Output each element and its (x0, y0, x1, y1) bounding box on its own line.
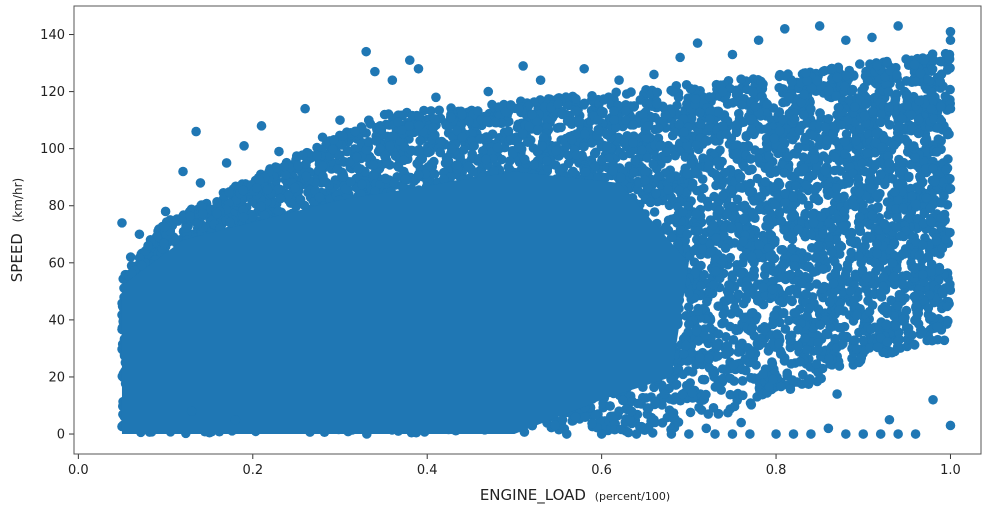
scatter-point (587, 91, 597, 101)
scatter-point (788, 134, 798, 145)
scatter-point (803, 200, 814, 211)
scatter-point (613, 132, 624, 143)
scatter-point (661, 222, 671, 232)
scatter-point (901, 54, 911, 64)
scatter-point (909, 340, 920, 350)
scatter-point (774, 82, 784, 93)
scatter-point (731, 325, 741, 336)
scatter-point (831, 91, 841, 101)
scatter-point (732, 194, 743, 205)
scatter-point (170, 236, 181, 246)
scatter-point (683, 302, 694, 312)
scatter-point (683, 356, 693, 366)
scatter-point (798, 369, 808, 380)
scatter-point (709, 191, 719, 202)
scatter-point (721, 332, 731, 342)
scatter-point (611, 87, 621, 98)
scatter-point (863, 296, 873, 306)
scatter-point (562, 116, 573, 126)
scatter-point (729, 401, 740, 412)
scatter-point (737, 376, 748, 386)
scatter-point (697, 174, 708, 184)
scatter-point (703, 201, 713, 212)
scatter-point (685, 407, 696, 418)
scatter-point (618, 395, 628, 406)
scatter-point (725, 389, 736, 400)
scatter-point (390, 151, 401, 161)
scatter-point (626, 87, 636, 97)
data-points (117, 21, 956, 439)
scatter-point (623, 427, 634, 438)
scatter-point (945, 84, 955, 95)
scatter-point (466, 128, 477, 138)
scatter-point (905, 183, 916, 194)
scatter-point (727, 201, 738, 212)
scatter-point (855, 59, 865, 69)
scatter-point (556, 122, 566, 133)
scatter-point (737, 258, 748, 269)
scatter-point (718, 373, 728, 384)
